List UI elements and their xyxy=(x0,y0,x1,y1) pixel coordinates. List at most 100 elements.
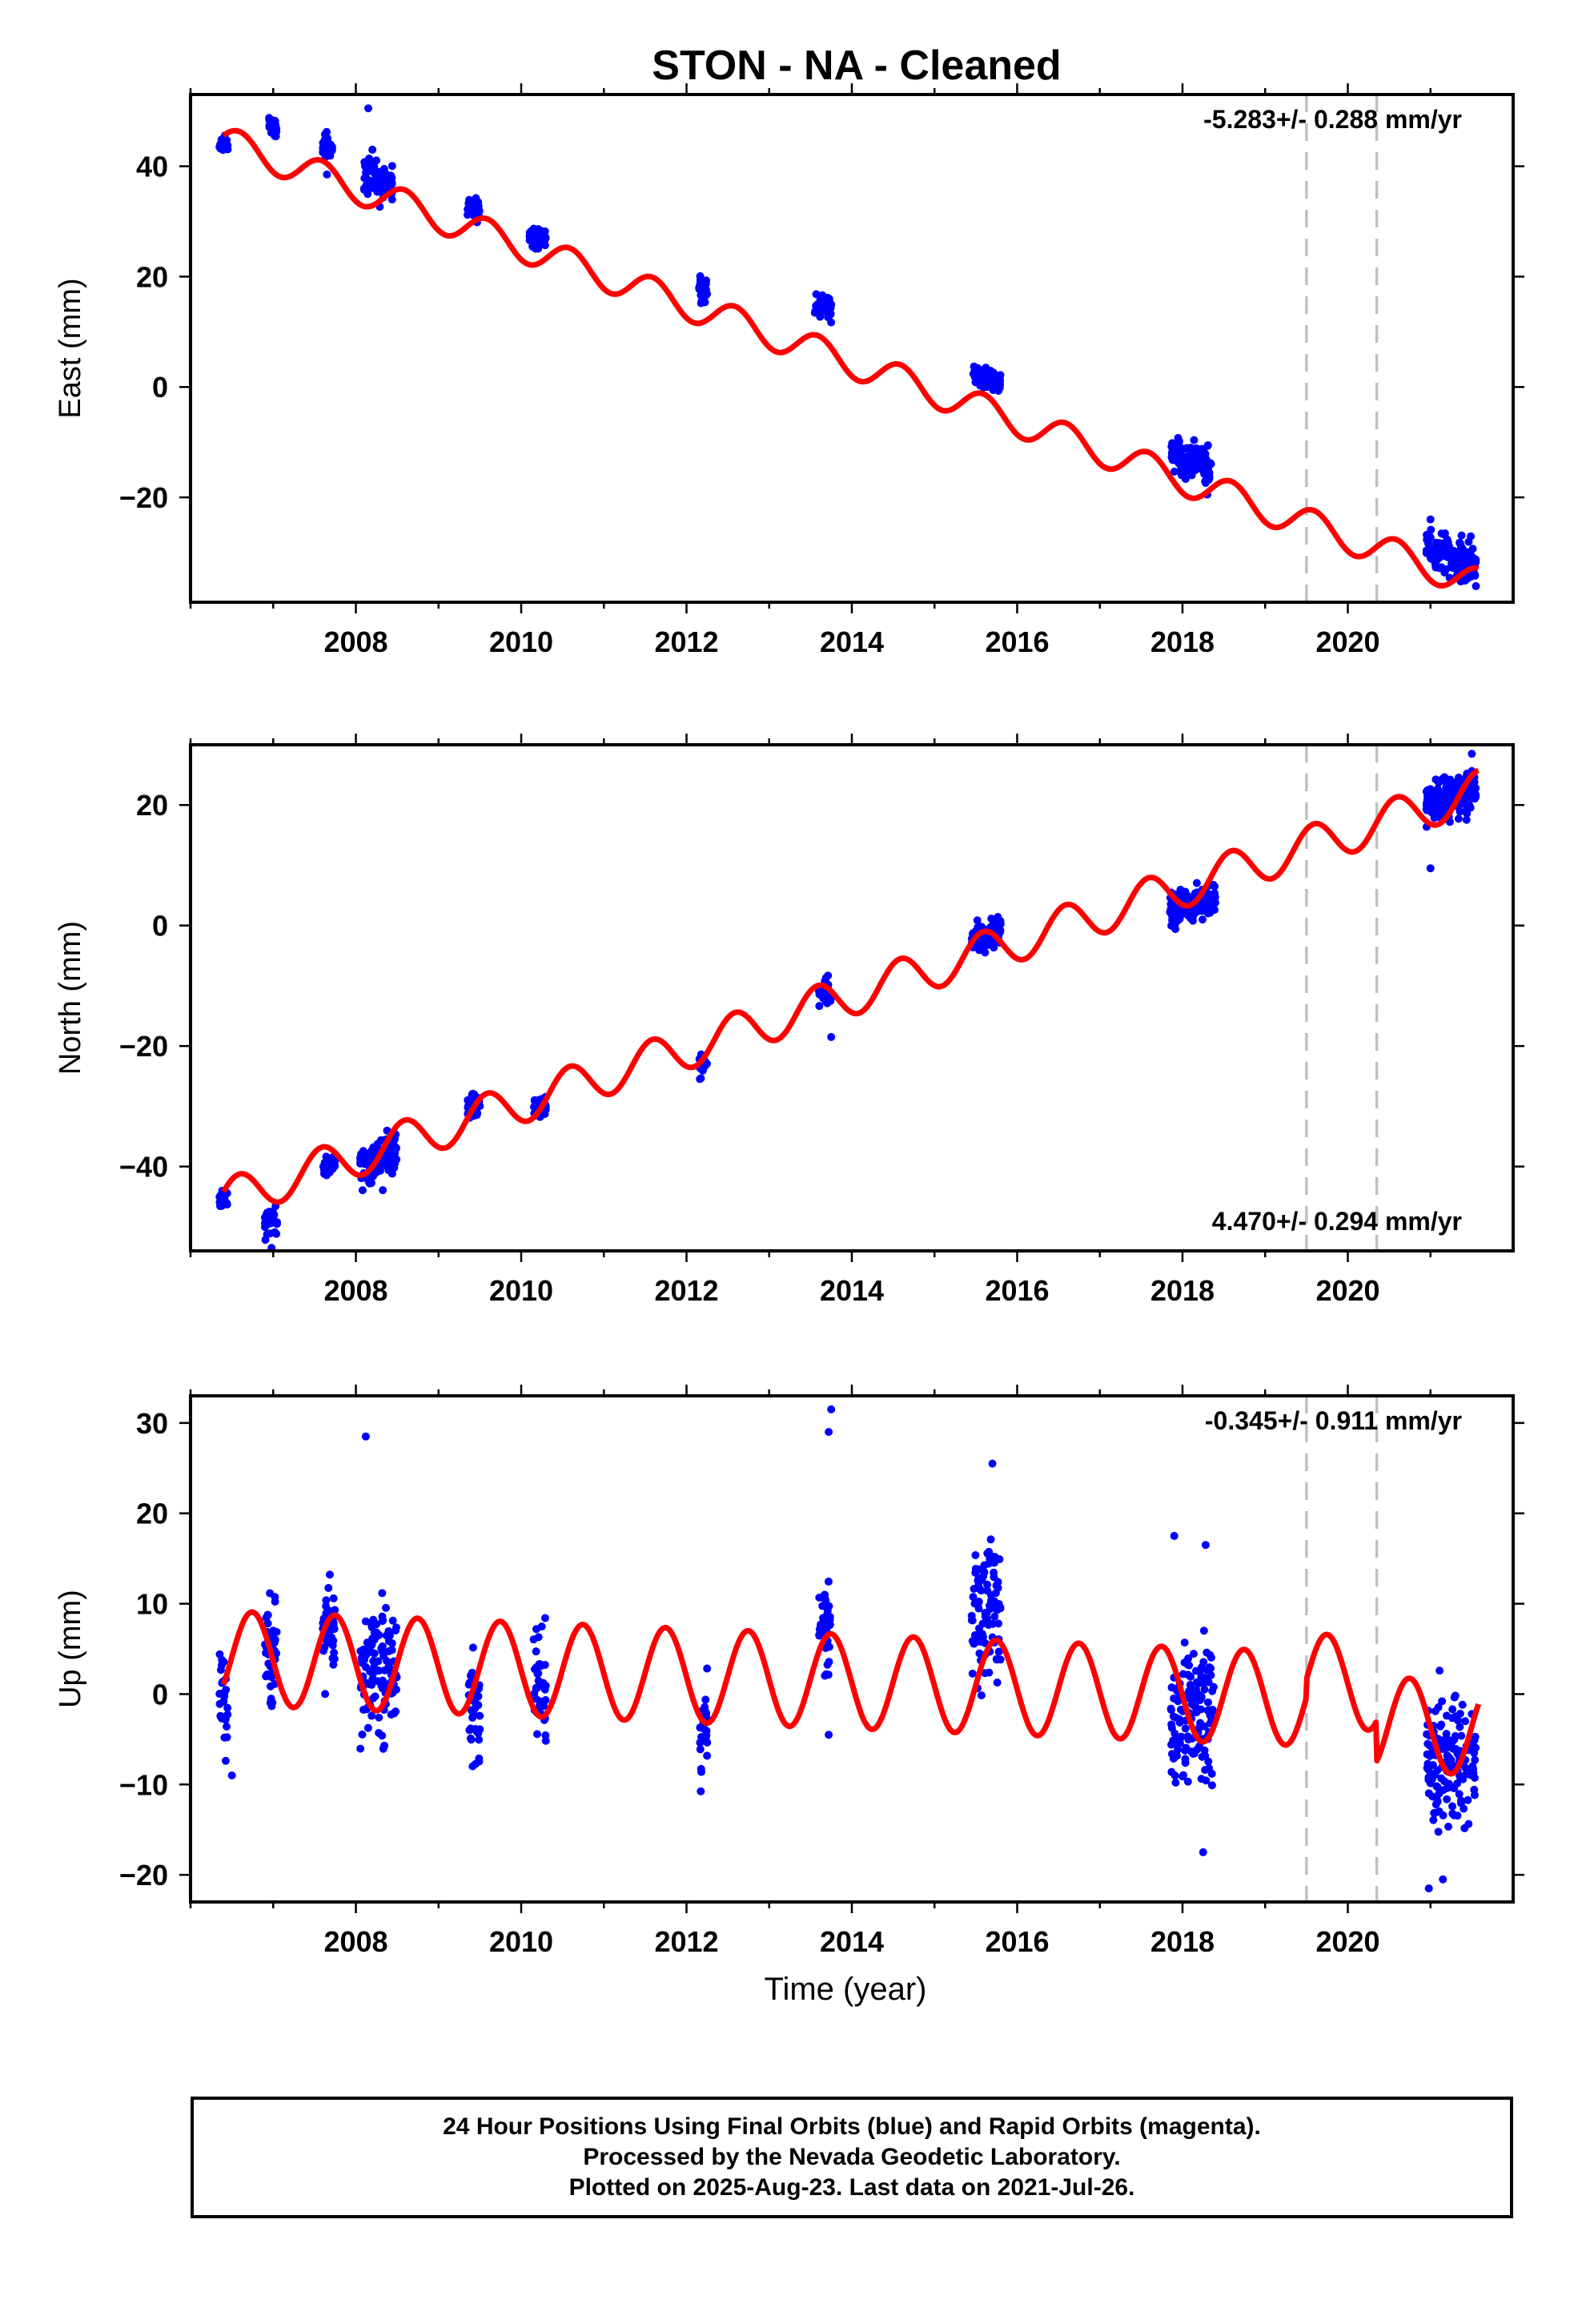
north-panel: 2008 2010 2012 2014 2016 2018 2020 −40 −20 0 20 Nor… xyxy=(54,734,1524,1307)
data-point xyxy=(471,1724,480,1733)
data-point xyxy=(1208,1705,1217,1714)
data-point xyxy=(1463,809,1472,818)
data-point xyxy=(1174,1745,1182,1754)
data-point xyxy=(387,1159,396,1168)
data-point xyxy=(532,1684,540,1693)
y-tick-label: −20 xyxy=(119,481,168,514)
data-point xyxy=(817,306,825,315)
data-point xyxy=(359,1147,367,1156)
data-point xyxy=(267,1695,275,1703)
data-point xyxy=(971,1550,980,1559)
data-point xyxy=(1440,530,1449,539)
data-point xyxy=(1433,553,1442,562)
data-point xyxy=(1174,458,1182,467)
data-point xyxy=(266,1589,275,1598)
data-point xyxy=(1440,1777,1449,1786)
data-point xyxy=(267,1702,276,1711)
data-point xyxy=(1193,1678,1202,1687)
data-point xyxy=(703,1664,712,1673)
data-point xyxy=(363,104,372,113)
data-point xyxy=(1446,788,1455,797)
data-point xyxy=(267,128,275,137)
y-tick-label: 20 xyxy=(136,1498,168,1530)
data-point xyxy=(1431,1808,1439,1817)
data-point xyxy=(359,1705,367,1714)
y-axis-label: North (mm) xyxy=(54,921,87,1075)
data-point xyxy=(1199,1626,1208,1635)
data-point xyxy=(1437,563,1446,572)
x-tick-label: 2012 xyxy=(654,1925,718,1958)
data-point xyxy=(696,1745,705,1754)
x-axis-label: Time (year) xyxy=(765,1972,927,2007)
data-point xyxy=(324,1583,333,1592)
data-point xyxy=(540,227,549,235)
data-point xyxy=(1207,1664,1215,1673)
data-point xyxy=(994,1647,1003,1656)
data-point xyxy=(1200,1685,1209,1694)
data-point xyxy=(375,1713,383,1722)
data-point xyxy=(1204,1757,1213,1766)
data-point xyxy=(1445,1756,1454,1765)
y-tick-label: −10 xyxy=(119,1768,168,1801)
data-point xyxy=(1184,911,1193,920)
data-point xyxy=(369,1694,378,1703)
data-point xyxy=(463,211,472,219)
data-point xyxy=(1182,444,1191,452)
data-point xyxy=(1175,1739,1184,1747)
data-point xyxy=(1456,1774,1465,1783)
data-point xyxy=(365,183,374,191)
data-point xyxy=(1429,802,1438,810)
data-point xyxy=(379,1647,387,1656)
data-point xyxy=(465,1726,474,1735)
up-panel: 2008 2010 2012 2014 2016 2018 2020 −20 −10 0 10 20 3… xyxy=(54,1385,1524,2007)
data-point xyxy=(1175,1719,1184,1727)
data-point xyxy=(370,1663,379,1671)
data-point xyxy=(365,1680,374,1689)
rate-label: -5.283+/- 0.288 mm/yr xyxy=(1203,105,1462,134)
data-point xyxy=(1182,452,1191,461)
data-point xyxy=(327,143,336,151)
data-point xyxy=(268,118,277,127)
data-point xyxy=(474,198,483,207)
model-curve xyxy=(220,1609,1481,1777)
data-point xyxy=(984,940,993,949)
data-point xyxy=(1468,545,1477,553)
data-point xyxy=(363,1723,372,1732)
data-point xyxy=(1170,904,1178,913)
y-tick-label: 0 xyxy=(152,1678,168,1711)
data-point xyxy=(1438,1745,1447,1754)
data-point xyxy=(1211,889,1219,898)
data-point xyxy=(825,1428,833,1437)
x-tick-label: 2018 xyxy=(1150,625,1215,658)
data-point xyxy=(976,381,985,390)
x-tick-label: 2016 xyxy=(985,1274,1049,1307)
data-point xyxy=(992,1581,1001,1590)
data-point xyxy=(1207,1781,1216,1790)
data-point xyxy=(1195,1691,1203,1699)
y-tick-label: 0 xyxy=(152,371,168,404)
data-point xyxy=(263,1619,272,1628)
data-point xyxy=(380,176,389,185)
data-point xyxy=(821,296,829,305)
x-tick-label: 2012 xyxy=(654,625,718,658)
data-point xyxy=(1182,1743,1191,1752)
data-point xyxy=(988,1459,997,1468)
data-point xyxy=(366,159,375,168)
data-point xyxy=(1448,1705,1457,1714)
x-tick-label: 2020 xyxy=(1315,1925,1379,1958)
data-point xyxy=(532,1625,540,1634)
data-point xyxy=(376,1136,385,1144)
data-point xyxy=(824,991,833,1000)
data-point xyxy=(1207,460,1215,468)
data-point xyxy=(1190,436,1199,444)
data-point xyxy=(1191,1703,1200,1712)
x-tick-label: 2010 xyxy=(489,1274,553,1307)
data-point xyxy=(1206,1651,1215,1659)
data-point xyxy=(216,1666,225,1675)
data-point xyxy=(1468,750,1476,758)
data-point xyxy=(388,1165,397,1174)
data-point xyxy=(1445,782,1454,791)
data-point xyxy=(1437,803,1446,812)
data-point xyxy=(1468,1739,1477,1748)
data-point xyxy=(382,1631,391,1640)
